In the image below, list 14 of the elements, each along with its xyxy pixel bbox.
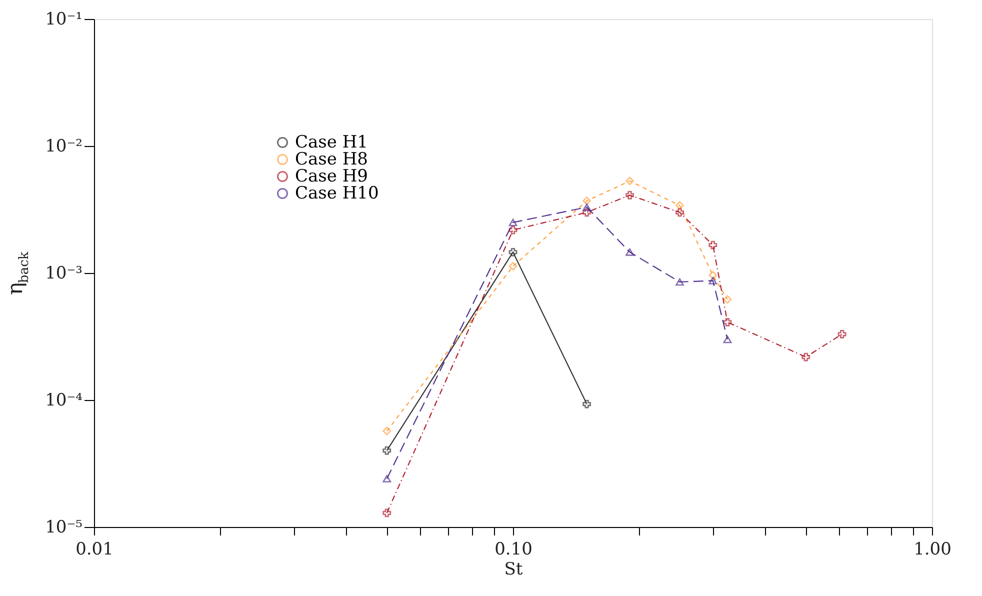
x-axis-title: St bbox=[504, 560, 523, 580]
legend-label: Case H1 bbox=[295, 132, 368, 152]
legend-label: Case H8 bbox=[295, 150, 368, 170]
y-axis-title: ηback bbox=[3, 252, 32, 295]
y-tick-label: 10⁻⁵ bbox=[45, 518, 83, 538]
x-tick-label: 0.01 bbox=[76, 540, 114, 560]
y-tick-label: 10⁻² bbox=[45, 136, 82, 156]
legend-label: Case H9 bbox=[295, 166, 368, 186]
y-tick-label: 10⁻³ bbox=[45, 264, 82, 284]
y-tick-label: 10⁻¹ bbox=[45, 10, 82, 30]
legend-label: Case H10 bbox=[295, 184, 379, 204]
x-tick-label: 0.10 bbox=[494, 540, 532, 560]
y-tick-label: 10⁻⁴ bbox=[45, 390, 83, 410]
x-tick-label: 1.00 bbox=[914, 540, 952, 560]
